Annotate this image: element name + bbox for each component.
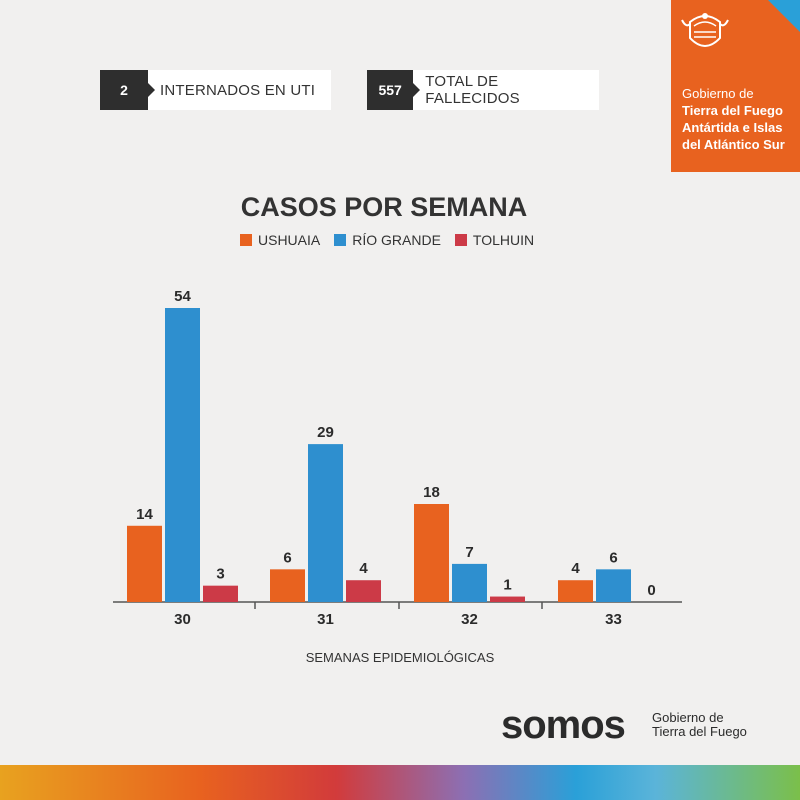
- corner-fold: [768, 0, 800, 32]
- bar-r-o-grande-32: [452, 563, 487, 602]
- legend-label-ushuaia: USHUAIA: [258, 232, 321, 248]
- bar-ushuaia-31: [270, 569, 305, 602]
- bar-tolhuin-32: [490, 596, 525, 602]
- x-axis-label: SEMANAS EPIDEMIOLÓGICAS: [305, 650, 495, 665]
- chart-legend: USHUAIA RÍO GRANDE TOLHUIN: [240, 232, 548, 248]
- footer-gov-line1: Gobierno de: [652, 710, 724, 725]
- bar-ushuaia-30: [127, 525, 162, 602]
- government-badge: Gobierno de Tierra del Fuego Antártida e…: [671, 0, 800, 172]
- data-label: 18: [423, 484, 440, 501]
- legend-item-ushuaia: USHUAIA: [240, 232, 320, 248]
- bar-ushuaia-33: [558, 580, 593, 602]
- x-tick-label: 33: [605, 611, 622, 628]
- data-label: 4: [571, 560, 580, 577]
- bar-ushuaia-32: [414, 504, 449, 602]
- stat-internados-value: 2: [100, 70, 155, 110]
- bar-tolhuin-30: [203, 585, 238, 602]
- data-label: 1: [503, 577, 511, 594]
- legend-swatch-tolhuin: [454, 234, 467, 246]
- bar-r-o-grande-33: [596, 569, 631, 602]
- footer-gov-line2: Tierra del Fuego: [652, 724, 747, 739]
- bar-r-o-grande-30: [165, 308, 200, 602]
- stat-fallecidos-label: TOTAL DE FALLECIDOS: [425, 73, 520, 107]
- stat-internados: 2 INTERNADOS EN UTI: [100, 70, 331, 110]
- data-label: 54: [174, 288, 191, 305]
- gov-badge-line4: del Atlántico Sur: [682, 137, 785, 152]
- legend-swatch-rio-grande: [334, 234, 347, 246]
- somos-logo-text: somos: [501, 703, 626, 747]
- bar-r-o-grande-31: [308, 444, 343, 602]
- x-tick-label: 31: [317, 611, 334, 628]
- data-label: 4: [359, 560, 368, 577]
- data-label: 3: [216, 566, 224, 583]
- stat-internados-label: INTERNADOS EN UTI: [160, 81, 316, 99]
- somos-logo: somos: [501, 703, 626, 748]
- data-label: 29: [317, 424, 334, 441]
- legend-label-rio-grande: RÍO GRANDE: [352, 232, 441, 248]
- gov-badge-line2: Tierra del Fuego: [682, 103, 783, 118]
- data-label: 7: [465, 544, 473, 561]
- legend-item-rio-grande: RÍO GRANDE: [334, 232, 441, 248]
- stat-fallecidos-value: 557: [367, 70, 421, 110]
- crest-icon: [681, 13, 729, 47]
- legend-swatch-ushuaia: [240, 234, 252, 246]
- data-label: 6: [283, 549, 291, 566]
- footer-gov-text: Gobierno de Tierra del Fuego: [652, 711, 747, 739]
- data-label: 14: [136, 506, 153, 523]
- data-label: 6: [609, 549, 617, 566]
- x-tick-label: 30: [174, 611, 191, 628]
- stat-fallecidos: 557 TOTAL DE FALLECIDOS: [367, 70, 599, 110]
- x-tick-label: 32: [461, 611, 478, 628]
- gov-badge-line3: Antártida e Islas: [682, 120, 783, 135]
- data-label: 0: [647, 582, 655, 599]
- legend-label-tolhuin: TOLHUIN: [472, 232, 535, 248]
- chart-title: CASOS POR SEMANA: [240, 192, 528, 222]
- bar-tolhuin-31: [346, 580, 381, 602]
- legend-item-tolhuin: TOLHUIN: [454, 232, 535, 248]
- gov-badge-line1: Gobierno de: [682, 86, 754, 101]
- rainbow-footer-bar: [0, 765, 800, 800]
